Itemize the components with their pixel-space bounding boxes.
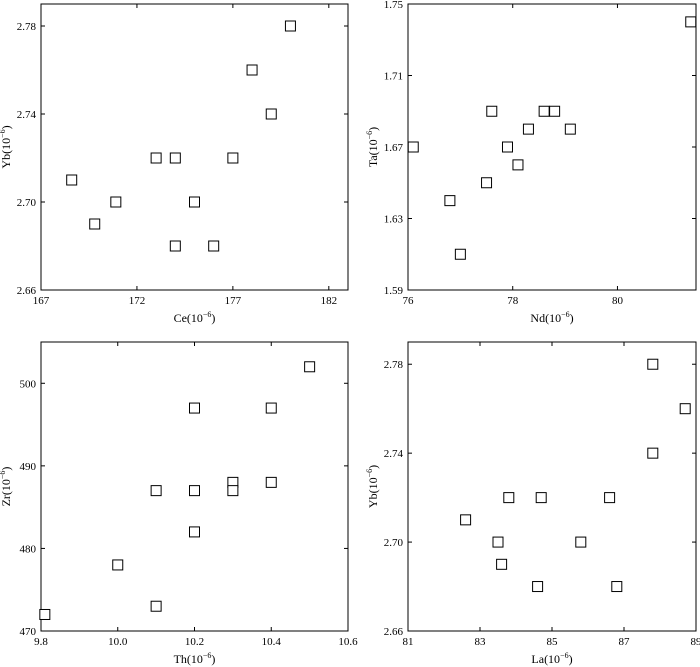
data-point — [501, 141, 513, 153]
y-tick-label: 2.78 — [384, 359, 404, 371]
x-tick-label: 10.0 — [108, 636, 128, 648]
data-point — [304, 361, 316, 373]
data-point — [538, 105, 550, 117]
x-tick-label: 10.2 — [185, 636, 204, 648]
data-point — [189, 402, 200, 414]
data-point — [39, 608, 51, 620]
data-point — [604, 492, 616, 504]
x-tick-label: 10.6 — [338, 636, 358, 648]
y-tick-label: 1.75 — [384, 0, 404, 11]
x-tick-label: 89 — [691, 636, 700, 648]
data-point — [265, 108, 277, 120]
data-point — [486, 105, 498, 117]
x-tick-label: 9.8 — [34, 636, 48, 648]
x-axis-title: La(10−6) — [531, 651, 572, 666]
data-point — [444, 195, 456, 207]
data-point — [575, 536, 587, 548]
x-tick-label: 182 — [321, 295, 338, 307]
scatter-panel-nd-ta: 76 78 80 1.59 1.63 1.67 1.71 1.75 Nd(10−6) Ta(10−… — [365, 0, 697, 325]
y-tick-label: 1.71 — [384, 71, 403, 83]
plot-frame — [40, 3, 349, 291]
data-point — [150, 600, 162, 612]
data-point — [549, 105, 561, 117]
y-tick-label: 480 — [20, 543, 37, 555]
data-point — [481, 177, 493, 189]
data-point — [150, 485, 162, 497]
x-axis-title: Nd(10−6) — [530, 310, 573, 325]
y-tick-label: 500 — [20, 378, 37, 390]
data-point — [522, 123, 534, 135]
data-point — [492, 536, 504, 548]
plot-frame — [407, 341, 697, 632]
data-point — [284, 20, 296, 32]
y-axis-title: Yb(10−6) — [0, 125, 13, 168]
data-point — [647, 358, 659, 370]
y-tick-label: 2.66 — [17, 285, 37, 297]
x-tick-label: 76 — [403, 295, 415, 307]
x-tick-label: 172 — [129, 295, 146, 307]
data-point — [227, 152, 239, 164]
data-point — [532, 581, 544, 593]
data-point — [66, 174, 78, 186]
y-tick-label: 2.78 — [17, 21, 37, 33]
data-point — [679, 403, 691, 415]
data-point — [503, 492, 515, 504]
data-point — [189, 196, 200, 208]
y-tick-label: 2.70 — [384, 537, 404, 549]
data-point — [169, 152, 181, 164]
x-tick-label: 83 — [475, 636, 487, 648]
data-point — [89, 218, 101, 230]
y-tick-label: 470 — [20, 626, 37, 638]
data-point — [535, 492, 547, 504]
y-tick-label: 2.66 — [384, 626, 404, 638]
x-axis-title: Ce(10−6) — [174, 310, 216, 325]
data-point — [112, 559, 124, 571]
data-point — [564, 123, 576, 135]
x-tick-label: 10.4 — [262, 636, 282, 648]
data-point — [246, 64, 258, 76]
x-tick-label: 167 — [33, 295, 50, 307]
data-point — [496, 558, 508, 570]
scatter-panel-la-yb: 81 83 85 87 89 2.66 2.70 2.74 2.78 La(10−6) Yb(10−… — [365, 341, 700, 666]
data-point — [265, 402, 277, 414]
x-tick-label: 81 — [403, 636, 414, 648]
data-point — [454, 248, 466, 260]
data-point — [647, 447, 659, 459]
scatter-panel-ce-yb: 167 172 177 182 2.66 2.70 2.74 2.78 Ce(10−6) Yb(1… — [0, 3, 349, 325]
data-point — [150, 152, 162, 164]
data-point — [512, 159, 524, 171]
y-axis-title: Zr(10−6) — [0, 467, 13, 507]
data-point — [685, 16, 697, 28]
data-point — [110, 196, 122, 208]
y-tick-label: 1.63 — [384, 214, 404, 226]
data-point — [265, 476, 277, 488]
y-tick-label: 2.74 — [17, 109, 37, 121]
x-tick-label: 78 — [507, 295, 519, 307]
y-tick-label: 2.74 — [384, 448, 404, 460]
data-point — [169, 240, 181, 252]
x-tick-label: 80 — [612, 295, 624, 307]
data-point — [460, 514, 472, 526]
plot-frame — [407, 3, 697, 291]
y-axis-title: Yb(10−6) — [365, 465, 380, 508]
y-tick-label: 2.70 — [17, 197, 37, 209]
y-axis-title: Ta(10−6) — [365, 127, 380, 167]
data-point — [611, 581, 623, 593]
x-axis-title: Th(10−6) — [174, 651, 216, 666]
data-point — [189, 485, 200, 497]
data-point — [189, 526, 200, 538]
x-tick-label: 87 — [619, 636, 631, 648]
y-tick-label: 1.67 — [384, 142, 404, 154]
data-point — [208, 240, 220, 252]
scatter-panel-th-zr: 9.8 10.0 10.2 10.4 10.6 470 480 490 500 Th(10−6) Z… — [0, 341, 358, 666]
y-tick-label: 1.59 — [384, 285, 404, 297]
data-point — [407, 141, 419, 153]
x-tick-label: 85 — [547, 636, 559, 648]
y-tick-label: 490 — [20, 461, 37, 473]
x-tick-label: 177 — [225, 295, 242, 307]
data-point — [227, 485, 239, 497]
